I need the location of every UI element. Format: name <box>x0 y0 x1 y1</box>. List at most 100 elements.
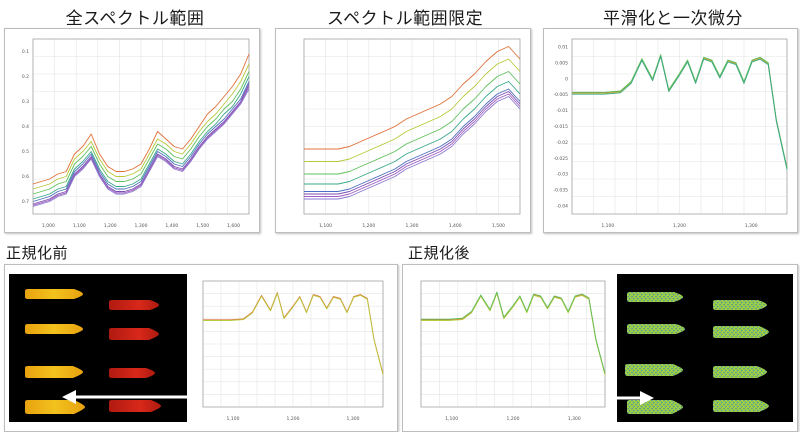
title-full-spectrum: 全スペクトル範囲 <box>65 9 205 29</box>
y-tick-label: 0.1 <box>22 49 29 55</box>
sample-red-1 <box>109 328 159 340</box>
series-line <box>304 71 521 175</box>
series-line <box>32 86 250 206</box>
x-tick-label: 1,000 <box>42 223 55 229</box>
series-line <box>421 291 606 374</box>
y-tick-label: 0.005 <box>555 60 568 66</box>
image-before-normalization <box>9 274 187 422</box>
x-tick-label: 1,200 <box>673 223 686 229</box>
x-tick-label: 1,300 <box>135 223 148 229</box>
chart-svg-before_normalization: 1,100 1,200 1,300 <box>202 280 384 422</box>
series-line <box>304 96 521 200</box>
chart-before-normalization: 1,100 1,200 1,300 <box>189 271 393 425</box>
sample-norm-right-3 <box>713 400 769 412</box>
chart-full-spectrum: 1,000 1,100 1,200 1,300 1,400 1,500 1,600 0.1 0.… <box>5 29 259 232</box>
y-tick-label: 0 <box>565 76 568 82</box>
title-after-normalization: 正規化後 <box>408 244 471 262</box>
x-tick-label: 1,500 <box>196 223 209 229</box>
sample-norm-left-3 <box>627 400 683 414</box>
group-before-normalization: 1,100 1,200 1,300 <box>4 264 398 432</box>
chart-svg-after_normalization: 1,100 1,200 1,300 <box>420 280 606 422</box>
x-tick-label: 1,200 <box>507 416 520 422</box>
series-line <box>32 83 250 205</box>
y-tick-label: -0.01 <box>556 108 568 114</box>
sample-norm-left-1 <box>627 324 685 334</box>
series-line <box>32 81 250 202</box>
x-tick-label: 1,300 <box>406 223 419 229</box>
x-tick-label: 1,300 <box>568 416 581 422</box>
x-tick-label: 1,100 <box>227 416 240 422</box>
x-tick-label: 1,100 <box>73 223 86 229</box>
sample-yellow-3 <box>25 400 85 414</box>
series-line <box>32 88 250 207</box>
plot-frame <box>32 38 250 215</box>
sample-yellow-2 <box>25 366 83 378</box>
panel-full-spectrum: 1,000 1,100 1,200 1,300 1,400 1,500 1,600 0.1 0.… <box>4 28 260 233</box>
y-tick-label: -0.03 <box>556 172 568 178</box>
series-line <box>304 88 521 192</box>
plot-frame <box>420 280 606 408</box>
x-tick-label: 1,400 <box>449 223 462 229</box>
panel-limited-spectrum: 1,100 1,200 1,300 1,400 1,500 <box>275 28 531 233</box>
y-tick-label: -0.035 <box>553 188 568 194</box>
chart-after-normalization: 1,100 1,200 1,300 <box>407 271 615 425</box>
y-tick-label: 0.01 <box>558 44 568 50</box>
title-before-normalization: 正規化前 <box>6 244 69 262</box>
y-tick-label: 0.4 <box>22 124 29 130</box>
plot-frame <box>571 38 788 215</box>
series-line <box>304 81 521 185</box>
y-tick-label: -0.025 <box>553 156 568 162</box>
chart-limited-spectrum: 1,100 1,200 1,300 1,400 1,500 <box>276 29 530 232</box>
sample-red-2 <box>109 368 155 378</box>
x-tick-label: 1,300 <box>745 223 758 229</box>
series-line <box>32 71 250 195</box>
series-line <box>304 93 521 197</box>
x-tick-label: 1,400 <box>165 223 178 229</box>
samples-after-svg <box>625 292 769 414</box>
panel-smoothed-derivative: 1,100 1,200 1,300 0.01 0.005 0 -0.005 -0.01 -0.0… <box>543 28 798 233</box>
sample-norm-right-0 <box>713 300 767 310</box>
series-line <box>304 91 521 195</box>
x-tick-label: 1,100 <box>601 223 614 229</box>
series-line <box>421 292 606 375</box>
title-limited-spectrum: スペクトル範囲限定 <box>326 9 484 29</box>
chart-svg-smoothed_derivative: 1,100 1,200 1,300 0.01 0.005 0 -0.005 -0.01 -0.0… <box>553 38 788 229</box>
y-tick-label: 0.5 <box>22 149 29 155</box>
y-tick-label: 0.7 <box>22 199 29 205</box>
sample-norm-right-1 <box>713 326 769 338</box>
plot-frame <box>303 38 521 215</box>
title-smoothed-derivative: 平滑化と一次微分 <box>603 9 743 29</box>
x-tick-label: 1,200 <box>287 416 300 422</box>
x-tick-label: 1,500 <box>492 223 505 229</box>
y-tick-label: 0.3 <box>22 99 29 105</box>
plot-frame <box>202 280 384 408</box>
sample-red-0 <box>109 300 159 310</box>
y-tick-label: 0.2 <box>22 74 29 80</box>
x-tick-label: 1,300 <box>347 416 360 422</box>
series-line <box>32 63 250 190</box>
x-tick-label: 1,100 <box>445 416 458 422</box>
sample-norm-left-2 <box>625 364 683 376</box>
y-tick-label: -0.02 <box>556 140 568 146</box>
chart-svg-limited_spectrum: 1,100 1,200 1,300 1,400 1,500 <box>303 38 521 229</box>
sample-red-3 <box>109 400 161 412</box>
sample-norm-right-2 <box>713 366 767 378</box>
x-tick-label: 1,200 <box>362 223 375 229</box>
series-line <box>32 76 250 200</box>
y-tick-label: -0.04 <box>556 204 568 210</box>
series-line <box>572 54 788 168</box>
series-line <box>304 46 521 150</box>
y-tick-label: -0.015 <box>553 124 568 130</box>
series-line <box>304 58 521 162</box>
chart-smoothed-derivative: 1,100 1,200 1,300 0.01 0.005 0 -0.005 -0.01 -0.0… <box>544 29 797 232</box>
y-tick-label: 0.6 <box>22 174 29 180</box>
y-tick-label: -0.005 <box>553 92 568 98</box>
sample-norm-left-0 <box>627 292 683 302</box>
x-tick-label: 1,100 <box>319 223 332 229</box>
series-line <box>203 292 384 375</box>
group-after-normalization: 1,100 1,200 1,300 <box>402 264 798 432</box>
x-tick-label: 1,200 <box>104 223 117 229</box>
x-tick-label: 1,600 <box>227 223 240 229</box>
series-line <box>32 53 250 185</box>
chart-svg-full_spectrum: 1,000 1,100 1,200 1,300 1,400 1,500 1,600 0.1 0.… <box>22 38 250 229</box>
